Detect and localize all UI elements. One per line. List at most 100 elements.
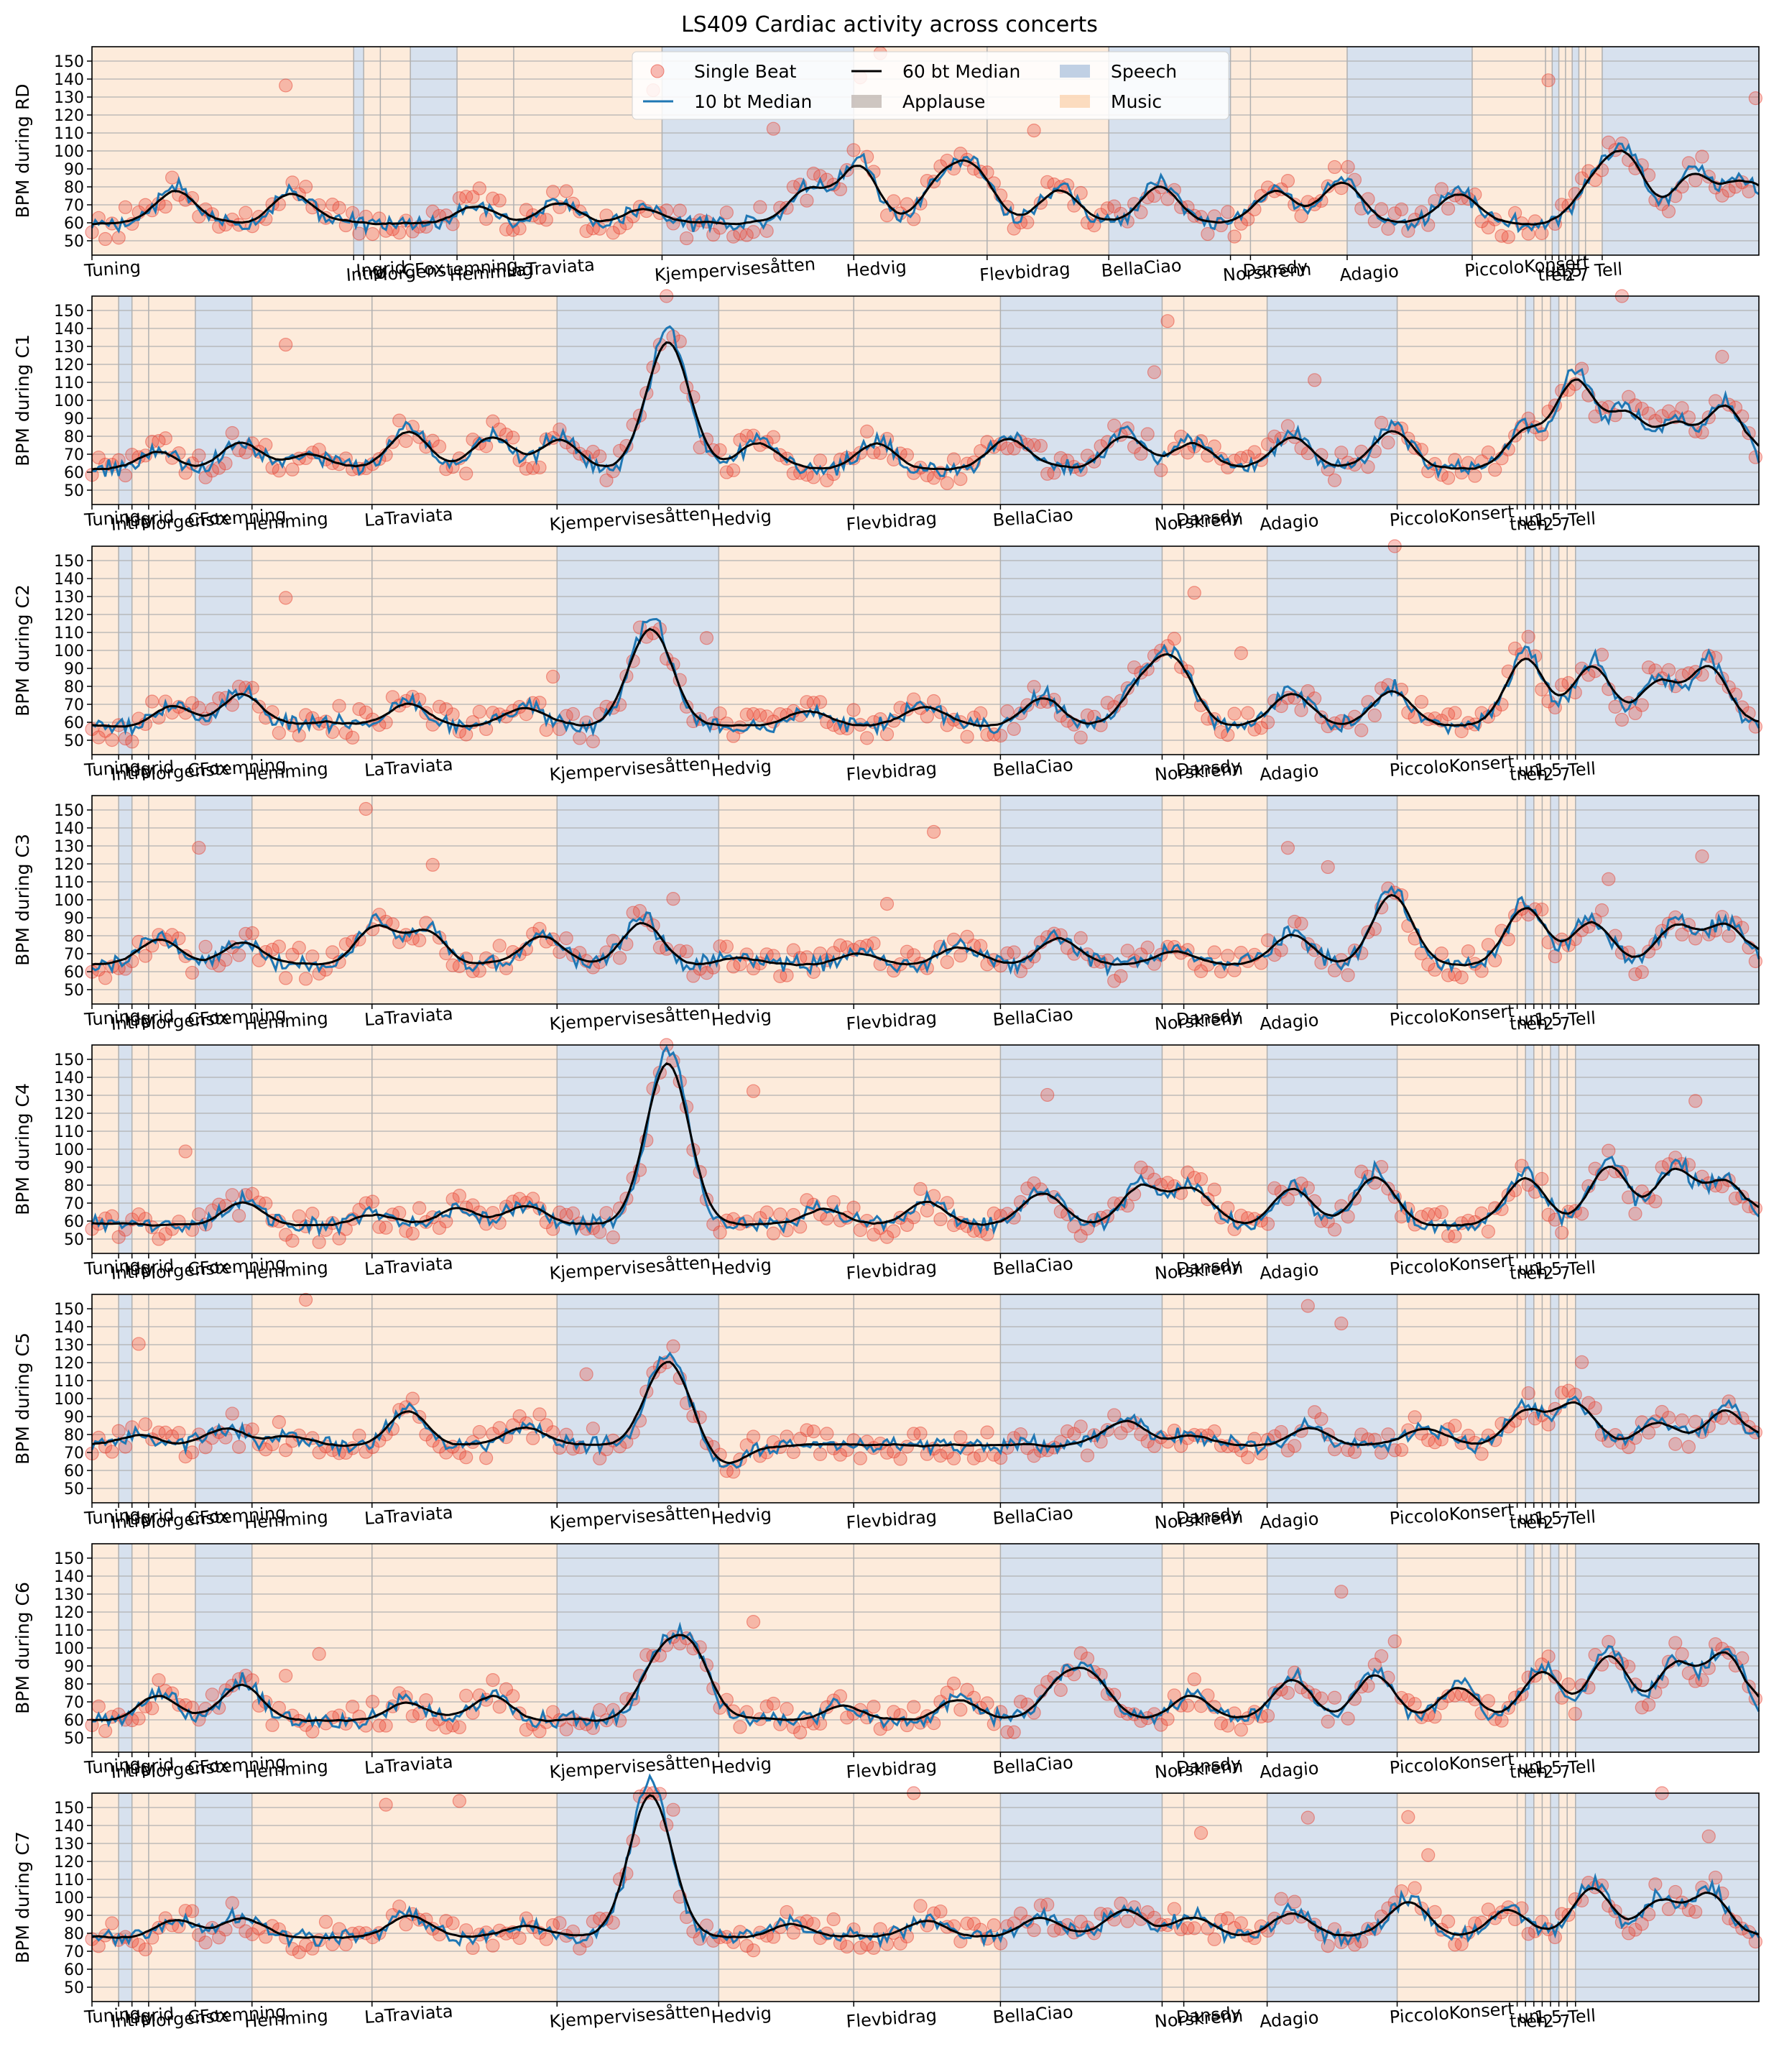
panel-8: 5060708090100110120130140150TuningIntroI… <box>12 1773 1762 2032</box>
single-beat-point <box>593 449 607 464</box>
single-beat-point <box>432 439 447 453</box>
ytick-label: 50 <box>64 233 84 251</box>
single-beat-point <box>1080 1448 1095 1463</box>
single-beat-point <box>165 170 180 185</box>
single-beat-point <box>699 631 714 645</box>
single-beat-point <box>1221 949 1235 963</box>
xtick-label: Tell <box>1566 758 1597 781</box>
single-beat-point <box>813 1716 828 1731</box>
single-beat-point <box>1661 204 1676 218</box>
ytick-label: 140 <box>54 820 84 838</box>
ytick-label: 70 <box>64 446 84 464</box>
ytick-label: 60 <box>64 1213 84 1231</box>
single-beat-point <box>1668 1437 1683 1451</box>
xtick-label: Tuning <box>83 257 141 281</box>
single-beat-point <box>472 181 486 195</box>
ytick-label: 130 <box>54 589 84 607</box>
single-beat-point <box>459 727 473 742</box>
ytick-label: 140 <box>54 1319 84 1337</box>
single-beat-point <box>1341 1210 1355 1224</box>
single-beat-point <box>1327 1223 1342 1237</box>
single-beat-point <box>185 1445 200 1460</box>
single-beat-point <box>800 193 814 208</box>
xtick-label: Kjempervisesåtten <box>654 253 816 285</box>
single-beat-point <box>733 1720 747 1734</box>
single-beat-point <box>1073 931 1088 945</box>
single-beat-point <box>1234 1916 1248 1930</box>
single-beat-point <box>820 1212 834 1226</box>
ytick-label: 90 <box>64 410 84 428</box>
ytick-label: 60 <box>64 964 84 982</box>
single-beat-point <box>111 231 126 245</box>
single-beat-point <box>826 1194 841 1210</box>
ytick-label: 80 <box>64 1676 84 1694</box>
ytick-label: 130 <box>54 89 84 107</box>
single-beat-point <box>953 1429 968 1445</box>
single-beat-point <box>332 699 346 713</box>
ytick-label: 90 <box>64 1409 84 1427</box>
single-beat-point <box>846 143 861 157</box>
xtick-label: 5 <box>1551 1009 1563 1030</box>
single-beat-point <box>1193 1172 1209 1187</box>
single-beat-point <box>192 1207 206 1222</box>
single-beat-point <box>1574 1355 1589 1369</box>
single-beat-point <box>1401 1810 1415 1824</box>
single-beat-point <box>198 939 213 954</box>
single-beat-point <box>1535 682 1549 696</box>
median60-line <box>91 341 1760 471</box>
single-beat-point <box>239 206 253 220</box>
ytick-label: 80 <box>64 1925 84 1943</box>
single-beat-point <box>599 1206 614 1220</box>
single-beat-point <box>379 1220 393 1235</box>
single-beat-point <box>1374 415 1389 430</box>
single-beat-point <box>586 1422 600 1436</box>
xtick-label: LaTraviata <box>364 1003 453 1030</box>
single-beat-point <box>532 460 547 475</box>
single-beat-point <box>1294 916 1308 931</box>
single-beat-point <box>138 1417 152 1432</box>
single-beat-point <box>1748 954 1762 969</box>
single-beat-point <box>1241 706 1255 720</box>
single-beat-point <box>359 801 373 816</box>
xtick-label: Hedvig <box>711 1504 772 1529</box>
single-beat-point <box>867 1940 881 1955</box>
ytick-label: 140 <box>54 1568 84 1586</box>
xtick-label: CFox <box>187 507 230 530</box>
ytick-label: 130 <box>54 339 84 356</box>
single-beat-point <box>853 1223 867 1238</box>
xtick-label: 1 <box>1557 260 1569 281</box>
xtick-label: Dansdy <box>1175 756 1242 781</box>
single-beat-point <box>231 1440 246 1454</box>
single-beat-point <box>1521 630 1535 644</box>
single-beat-point <box>1408 1881 1422 1895</box>
single-beat-point <box>298 1292 313 1307</box>
single-beat-point <box>773 1207 787 1222</box>
xtick-label: Tuning <box>83 1006 141 1030</box>
single-beat-point <box>1154 463 1168 477</box>
xtick-label: BellaCiao <box>992 755 1074 781</box>
ytick-label: 80 <box>64 1427 84 1445</box>
single-beat-point <box>1334 446 1349 460</box>
xtick-label: en <box>1525 1013 1548 1034</box>
single-beat-point <box>726 463 741 477</box>
ytick-label: 50 <box>64 1979 84 1997</box>
ytick-label: 90 <box>64 161 84 179</box>
ytick-label: 120 <box>54 856 84 874</box>
xtick-label: 7 <box>1559 514 1571 535</box>
xtick-label: tn <box>1509 763 1528 785</box>
single-beat-point <box>553 1916 567 1930</box>
ytick-label: 80 <box>64 928 84 946</box>
xtick-label: Hedvig <box>711 1005 772 1030</box>
single-beat-point <box>1381 436 1395 450</box>
single-beat-point <box>719 939 734 954</box>
ytick-label: 120 <box>54 1854 84 1871</box>
single-beat-point <box>666 1802 680 1817</box>
ytick-label: 50 <box>64 482 84 500</box>
single-beat-point <box>452 1794 467 1808</box>
single-beat-point <box>1555 1225 1569 1240</box>
xtick-label: Kjempervisesåtten <box>549 1750 711 1782</box>
single-beat-point <box>1521 1386 1535 1401</box>
ytick-label: 120 <box>54 1105 84 1123</box>
single-beat-point <box>860 424 874 438</box>
